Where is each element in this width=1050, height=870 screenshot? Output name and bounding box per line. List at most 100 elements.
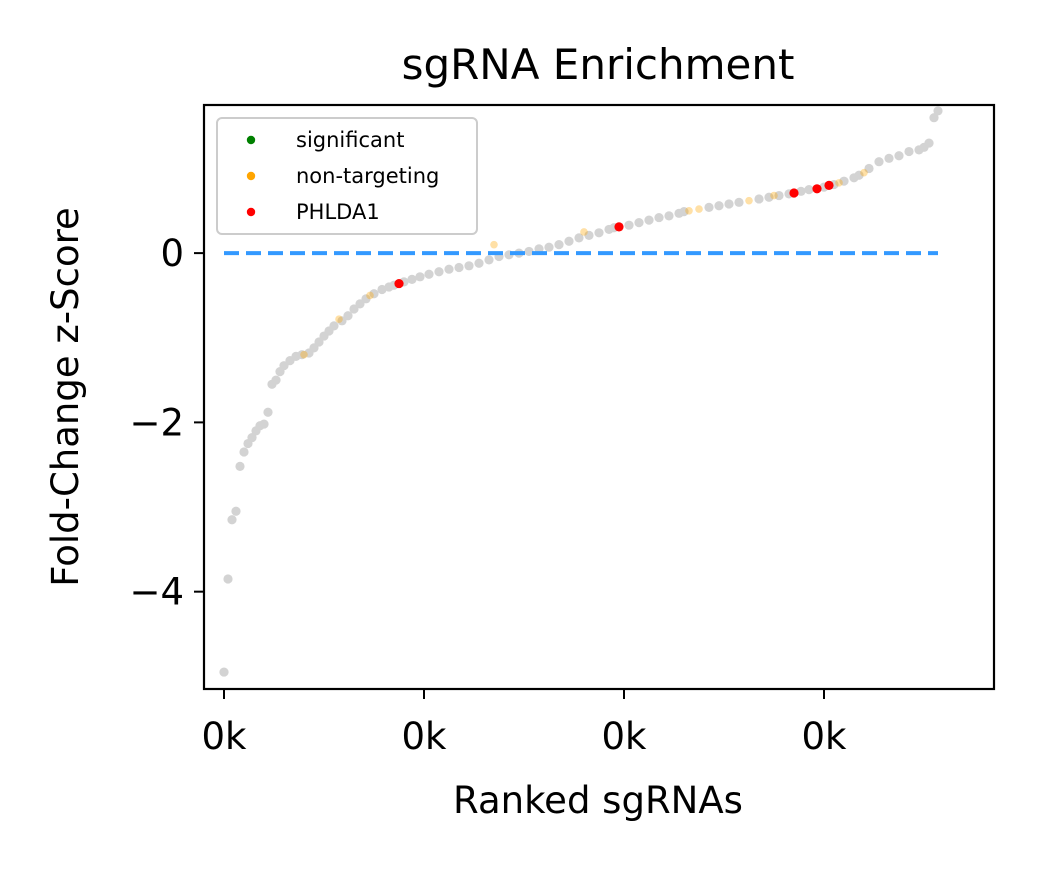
sgrna-point bbox=[474, 258, 484, 268]
sgrna-point bbox=[924, 138, 934, 148]
sgrna-point bbox=[361, 294, 371, 304]
sgrna-point bbox=[594, 228, 604, 238]
non-targeting-point bbox=[685, 206, 693, 215]
sgrna-point bbox=[377, 284, 387, 295]
sgrna-point bbox=[219, 667, 229, 677]
sgrna-point bbox=[724, 199, 734, 209]
non-targeting-point bbox=[300, 350, 308, 359]
x-axis: 0k 0k 0k 0k bbox=[202, 689, 848, 758]
sgrna-point bbox=[584, 230, 594, 240]
sgrna-point bbox=[644, 215, 654, 225]
phlda1-point bbox=[394, 278, 404, 289]
sgrna-point bbox=[664, 211, 674, 221]
legend-box bbox=[216, 117, 478, 235]
non-targeting-point bbox=[490, 240, 498, 249]
sgrna-point bbox=[796, 186, 806, 196]
sgrna-point bbox=[714, 201, 724, 211]
sgrna-point bbox=[839, 176, 849, 186]
non-targeting-point bbox=[335, 315, 343, 323]
sgrna-point bbox=[227, 515, 237, 525]
legend-marker bbox=[246, 171, 256, 181]
sgrna-point bbox=[864, 163, 874, 174]
plot-frame bbox=[202, 103, 996, 691]
sgrna-point bbox=[329, 321, 339, 331]
sgrna-point bbox=[854, 170, 864, 180]
y-tick-label: −2 bbox=[129, 401, 184, 444]
legend-label: significant bbox=[296, 128, 404, 152]
x-tick-label: 0k bbox=[802, 715, 848, 758]
sgrna-point bbox=[894, 151, 904, 161]
legend-marker bbox=[246, 135, 256, 145]
phlda1-point bbox=[614, 222, 624, 232]
non-targeting-point bbox=[366, 291, 374, 300]
non-targeting-point bbox=[580, 228, 588, 236]
x-tick-label: 0k bbox=[202, 715, 248, 758]
sgrna-point bbox=[424, 269, 434, 279]
sgrna-point bbox=[554, 240, 564, 250]
non-targeting-point bbox=[745, 196, 753, 205]
legend-label: PHLDA1 bbox=[296, 200, 380, 224]
sgrna-point bbox=[259, 419, 269, 429]
legend: significant non-targeting PHLDA1 bbox=[216, 117, 478, 235]
sgrna-point bbox=[369, 289, 379, 299]
sgrna-point bbox=[624, 220, 634, 230]
legend-label: non-targeting bbox=[296, 164, 439, 188]
non-targeting-point bbox=[835, 179, 843, 187]
phlda1-point bbox=[824, 180, 834, 191]
sgrna-point bbox=[679, 207, 689, 217]
sgrna-point bbox=[884, 153, 894, 163]
sgrna-point bbox=[574, 233, 584, 243]
y-tick-label: 0 bbox=[160, 232, 184, 275]
sgrna-point bbox=[434, 267, 444, 277]
non-targeting-point bbox=[860, 168, 868, 177]
sgrna-point bbox=[407, 274, 417, 284]
sgrna-point bbox=[454, 262, 464, 273]
sgrna-point bbox=[444, 264, 454, 274]
phlda1-point bbox=[789, 188, 799, 198]
sgrna-point bbox=[933, 106, 943, 116]
sgrna-point bbox=[654, 212, 664, 223]
sgrna-point bbox=[337, 316, 347, 326]
y-axis-label: Fold-Change z-Score bbox=[44, 207, 87, 587]
sgrna-point bbox=[297, 350, 307, 360]
sgrna-point bbox=[464, 261, 474, 271]
sgrna-point bbox=[754, 194, 764, 204]
sgrna-point bbox=[524, 246, 534, 257]
x-tick-label: 0k bbox=[602, 715, 648, 758]
sgrna-point bbox=[415, 272, 425, 282]
sgrna-point bbox=[263, 407, 273, 417]
sgrna-point bbox=[904, 146, 914, 157]
sgrna-point bbox=[764, 192, 774, 202]
sgrna-point bbox=[734, 197, 744, 207]
plot-points bbox=[219, 106, 943, 677]
sgrna-point bbox=[704, 202, 714, 213]
non-targeting-point bbox=[695, 205, 703, 213]
sgrna-point bbox=[279, 361, 289, 371]
x-tick-label: 0k bbox=[402, 715, 448, 758]
sgrna-point bbox=[235, 461, 245, 472]
sgrna-point bbox=[355, 299, 365, 309]
sgrna-point bbox=[239, 447, 249, 457]
sgrna-point bbox=[231, 506, 241, 516]
chart-title: sgRNA Enrichment bbox=[402, 40, 795, 89]
y-tick-label: −4 bbox=[129, 571, 184, 614]
y-axis: 0 −2 −4 bbox=[129, 232, 204, 614]
sgrna-point bbox=[349, 304, 359, 314]
sgrna-point bbox=[271, 375, 281, 385]
x-axis-label: Ranked sgRNAs bbox=[453, 779, 743, 822]
sgrna-point bbox=[774, 190, 784, 201]
sgrna-point bbox=[929, 113, 939, 123]
sgrna-point bbox=[223, 574, 233, 584]
sgrna-point bbox=[544, 242, 554, 252]
phlda1-point bbox=[812, 184, 822, 194]
non-targeting-point bbox=[770, 191, 778, 200]
sgrna-point bbox=[247, 433, 257, 443]
sgrna-point bbox=[564, 236, 574, 246]
sgrna-point bbox=[874, 157, 884, 167]
sgrna-point bbox=[634, 218, 644, 228]
sgrna-point bbox=[484, 255, 494, 265]
sgrna-point bbox=[343, 311, 353, 321]
legend-marker bbox=[246, 207, 256, 217]
sgrna-point bbox=[804, 185, 814, 195]
